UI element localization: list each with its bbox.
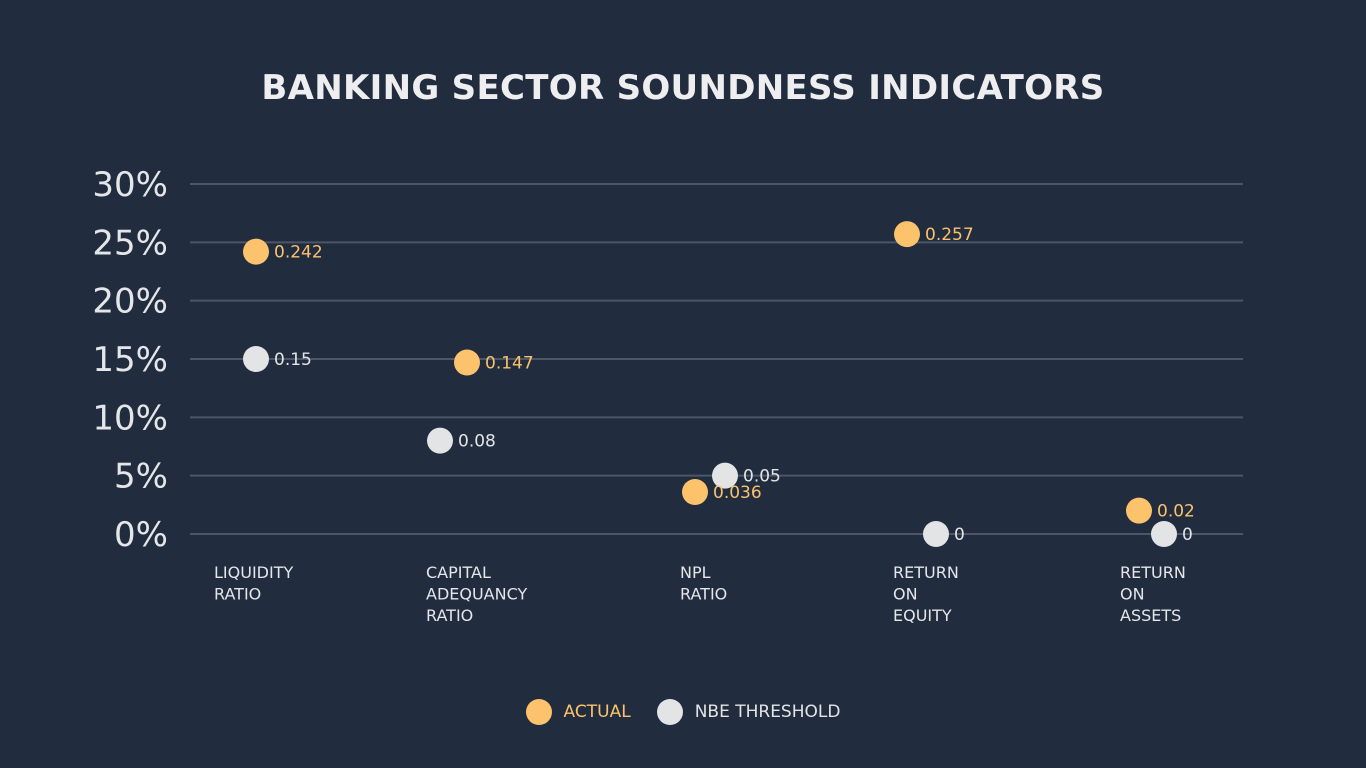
point-actual xyxy=(454,349,480,376)
y-tick-label: 25% xyxy=(92,223,168,263)
legend-item-actual[interactable]: ACTUAL xyxy=(525,699,631,725)
point-nbe-threshold xyxy=(712,462,738,489)
point-nbe-threshold xyxy=(427,427,453,454)
point-actual xyxy=(1126,497,1152,524)
y-tick-label: 15% xyxy=(92,340,168,380)
chart-title: BANKING SECTOR SOUNDNESS INDICATORS xyxy=(261,68,1105,108)
legend-swatch-actual xyxy=(525,699,552,725)
data-label-nbe-threshold: 0.08 xyxy=(458,432,496,452)
data-label-nbe-threshold: 0.15 xyxy=(274,350,312,370)
point-nbe-threshold xyxy=(243,346,269,372)
point-actual xyxy=(243,238,269,265)
point-nbe-threshold xyxy=(923,521,949,547)
x-category-label: RETURN ON ASSETS xyxy=(1120,563,1186,625)
y-tick-label: 20% xyxy=(92,282,168,322)
data-label-nbe-threshold: 0.05 xyxy=(743,467,781,487)
point-actual xyxy=(682,479,708,505)
legend-item-nbe-threshold[interactable]: NBE THRESHOLD xyxy=(656,699,841,725)
legend-label-actual: ACTUAL xyxy=(563,702,631,722)
data-label-actual: 0.02 xyxy=(1157,502,1195,522)
point-nbe-threshold xyxy=(1151,521,1177,547)
data-label-actual: 0.242 xyxy=(274,243,323,263)
y-tick-label: 10% xyxy=(92,398,168,438)
legend-label-nbe-threshold: NBE THRESHOLD xyxy=(694,702,841,722)
legend-swatch-nbe-threshold xyxy=(656,699,683,725)
data-label-nbe-threshold: 0 xyxy=(954,525,965,545)
data-label-actual: 0.257 xyxy=(925,225,974,245)
data-label-actual: 0.036 xyxy=(713,483,762,503)
x-category-label: NPL RATIO xyxy=(680,563,727,604)
data-label-actual: 0.147 xyxy=(485,354,534,374)
y-tick-label: 0% xyxy=(114,515,168,555)
y-tick-label: 30% xyxy=(92,165,168,205)
y-tick-label: 5% xyxy=(114,457,168,497)
legend: ACTUAL NBE THRESHOLD xyxy=(0,699,1366,725)
x-category-label: LIQUIDITY RATIO xyxy=(214,563,293,604)
x-category-label: RETURN ON EQUITY xyxy=(893,563,959,625)
data-label-nbe-threshold: 0 xyxy=(1182,525,1193,545)
point-actual xyxy=(894,221,920,248)
x-category-label: CAPITAL ADEQUANCY RATIO xyxy=(426,563,527,625)
